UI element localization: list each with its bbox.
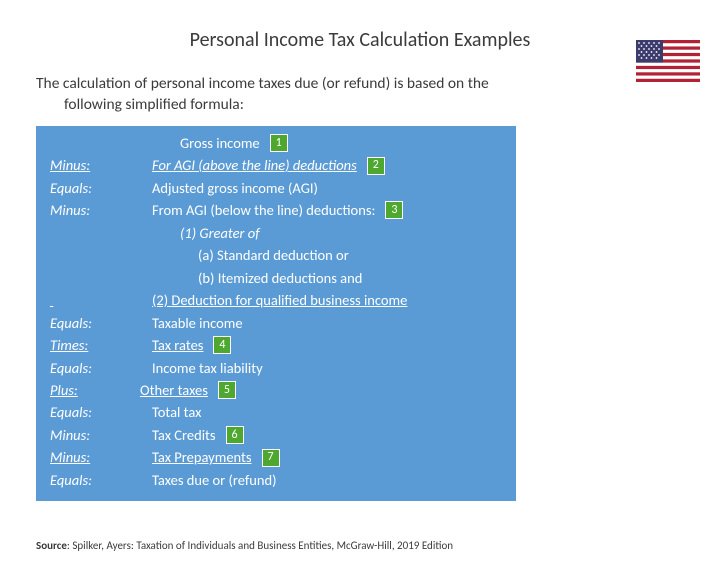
row-gross-income: Gross income 1 [50,132,502,154]
desc: (1) Greater of [180,222,260,244]
desc: Gross income [180,132,260,154]
desc: For AGI (above the line) deductions [152,154,357,176]
label-spacer [50,289,146,311]
desc: Income tax liability [152,357,263,379]
intro-line2: following simplified formula: [36,95,684,116]
label: Plus: [50,379,146,401]
desc: Taxes due or (refund) [152,469,277,491]
desc: Tax Prepayments [152,446,252,468]
source-label: Source [36,539,67,552]
row-standard-deduction: (a) Standard deduction or [50,244,502,266]
desc: Adjusted gross income (AGI) [152,177,318,199]
row-equals-total-tax: Equals: Total tax [50,401,502,423]
row-equals-taxable: Equals: Taxable income [50,312,502,334]
label: Times: [50,334,146,356]
source-text: : Spilker, Ayers: Taxation of Individual… [67,539,453,552]
desc: Total tax [152,401,201,423]
row-qbi-deduction: (2) Deduction for qualified business inc… [50,289,502,311]
row-equals-due-refund: Equals: Taxes due or (refund) [50,469,502,491]
row-equals-liability: Equals: Income tax liability [50,357,502,379]
row-greater-of: (1) Greater of [50,222,502,244]
row-minus-credits: Minus: Tax Credits 6 [50,424,502,446]
label: Equals: [50,177,146,199]
row-equals-agi: Equals: Adjusted gross income (AGI) [50,177,502,199]
desc: From AGI (below the line) deductions: [152,199,375,221]
label: Minus: [50,446,146,468]
badge-6: 6 [226,426,244,444]
desc: Tax Credits [152,424,216,446]
desc: Tax rates [152,334,203,356]
badge-7: 7 [262,449,280,467]
intro-line1: The calculation of personal income taxes… [36,74,489,93]
page-title: Personal Income Tax Calculation Examples [0,28,720,52]
us-flag-icon [636,40,700,82]
badge-1: 1 [270,134,288,152]
badge-3: 3 [385,201,403,219]
desc: Other taxes [140,379,208,401]
source-citation: Source: Spilker, Ayers: Taxation of Indi… [36,539,453,552]
row-minus-from-agi: Minus: From AGI (below the line) deducti… [50,199,502,221]
label: Minus: [50,424,146,446]
label: Equals: [50,469,146,491]
label: Equals: [50,312,146,334]
desc: (2) Deduction for qualified business inc… [152,289,407,311]
row-itemized-deductions: (b) Itemized deductions and [50,267,502,289]
desc: Taxable income [152,312,243,334]
row-minus-agi-deductions: Minus: For AGI (above the line) deductio… [50,154,502,176]
formula-box: Gross income 1 Minus: For AGI (above the… [36,126,516,502]
intro-text: The calculation of personal income taxes… [36,74,684,116]
row-minus-prepayments: Minus: Tax Prepayments 7 [50,446,502,468]
row-times-rates: Times: Tax rates 4 [50,334,502,356]
row-plus-other-taxes: Plus: Other taxes 5 [50,379,502,401]
desc: (b) Itemized deductions and [198,267,362,289]
desc: (a) Standard deduction or [198,244,349,266]
label: Minus: [50,154,146,176]
label: Minus: [50,199,146,221]
badge-4: 4 [213,336,231,354]
label: Equals: [50,401,146,423]
badge-2: 2 [367,157,385,175]
badge-5: 5 [218,381,236,399]
label: Equals: [50,357,146,379]
